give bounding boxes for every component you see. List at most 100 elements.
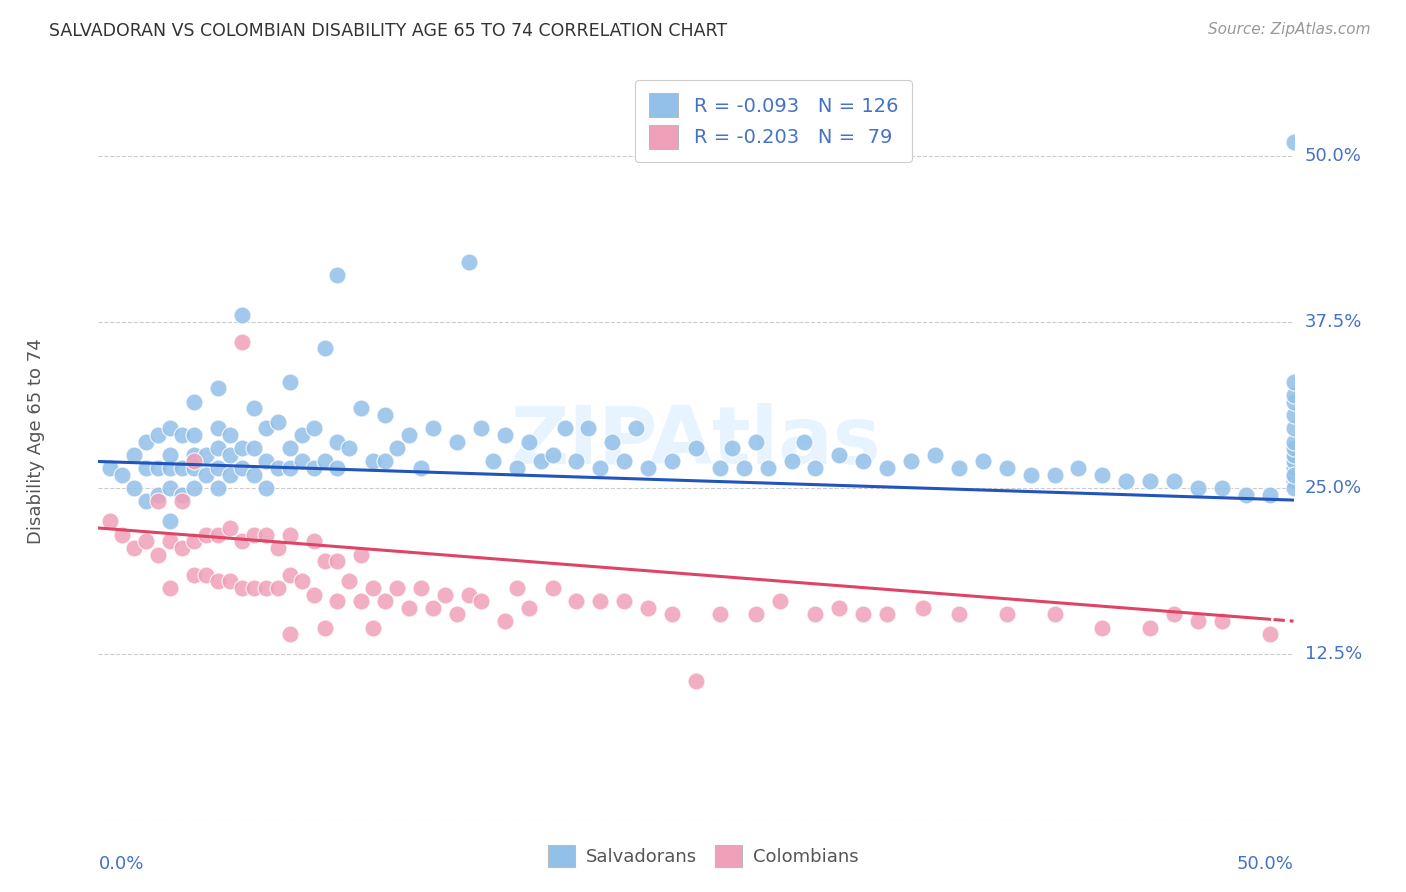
- Point: [1043, 467, 1066, 482]
- Point: [278, 567, 301, 582]
- Point: [219, 467, 242, 482]
- Point: [756, 461, 779, 475]
- Point: [326, 554, 349, 568]
- Point: [267, 415, 290, 429]
- Point: [565, 594, 588, 608]
- Point: [876, 607, 898, 622]
- Point: [1282, 421, 1305, 435]
- Point: [148, 548, 170, 562]
- Text: SALVADORAN VS COLOMBIAN DISABILITY AGE 65 TO 74 CORRELATION CHART: SALVADORAN VS COLOMBIAN DISABILITY AGE 6…: [49, 22, 727, 40]
- Point: [661, 454, 683, 468]
- Point: [1282, 467, 1305, 482]
- Point: [745, 434, 768, 449]
- Point: [243, 441, 266, 455]
- Point: [267, 461, 290, 475]
- Point: [1139, 621, 1161, 635]
- Point: [434, 587, 457, 601]
- Point: [195, 567, 218, 582]
- Point: [530, 454, 553, 468]
- Point: [172, 494, 194, 508]
- Point: [1234, 488, 1257, 502]
- Point: [243, 527, 266, 541]
- Point: [1091, 621, 1114, 635]
- Point: [517, 434, 540, 449]
- Point: [148, 488, 170, 502]
- Text: 12.5%: 12.5%: [1305, 646, 1362, 664]
- Point: [207, 421, 229, 435]
- Point: [231, 334, 253, 349]
- Point: [1019, 467, 1042, 482]
- Point: [685, 673, 707, 688]
- Point: [326, 268, 349, 283]
- Point: [995, 461, 1018, 475]
- Point: [278, 375, 301, 389]
- Point: [315, 621, 337, 635]
- Point: [1282, 461, 1305, 475]
- Point: [124, 448, 146, 462]
- Point: [278, 461, 301, 475]
- Point: [398, 428, 420, 442]
- Point: [363, 581, 385, 595]
- Text: Disability Age 65 to 74: Disability Age 65 to 74: [27, 339, 45, 544]
- Point: [613, 594, 636, 608]
- Point: [828, 600, 851, 615]
- Point: [231, 308, 253, 322]
- Point: [1067, 461, 1090, 475]
- Point: [494, 614, 516, 628]
- Point: [159, 581, 181, 595]
- Point: [302, 587, 325, 601]
- Point: [828, 448, 851, 462]
- Point: [159, 421, 181, 435]
- Point: [172, 488, 194, 502]
- Point: [374, 594, 396, 608]
- Point: [183, 428, 205, 442]
- Point: [876, 461, 898, 475]
- Point: [1091, 467, 1114, 482]
- Point: [470, 421, 492, 435]
- Point: [1282, 434, 1305, 449]
- Point: [148, 494, 170, 508]
- Point: [780, 454, 803, 468]
- Point: [135, 434, 157, 449]
- Point: [159, 461, 181, 475]
- Point: [231, 461, 253, 475]
- Point: [207, 527, 229, 541]
- Point: [302, 461, 325, 475]
- Point: [243, 581, 266, 595]
- Point: [339, 574, 361, 589]
- Point: [183, 534, 205, 549]
- Point: [1043, 607, 1066, 622]
- Text: ZIPAtlas: ZIPAtlas: [510, 402, 882, 481]
- Legend: R = -0.093   N = 126, R = -0.203   N =  79: R = -0.093 N = 126, R = -0.203 N = 79: [636, 79, 912, 162]
- Point: [207, 441, 229, 455]
- Point: [350, 548, 373, 562]
- Point: [172, 541, 194, 555]
- Point: [481, 454, 505, 468]
- Point: [470, 594, 492, 608]
- Legend: Salvadorans, Colombians: Salvadorans, Colombians: [540, 838, 866, 874]
- Point: [1163, 607, 1185, 622]
- Point: [374, 408, 396, 422]
- Point: [183, 454, 205, 468]
- Point: [183, 394, 205, 409]
- Point: [1258, 627, 1281, 641]
- Point: [148, 428, 170, 442]
- Point: [363, 621, 385, 635]
- Point: [458, 255, 481, 269]
- Point: [494, 428, 516, 442]
- Point: [1282, 467, 1305, 482]
- Point: [98, 514, 122, 528]
- Point: [422, 421, 444, 435]
- Point: [911, 600, 934, 615]
- Text: 50.0%: 50.0%: [1305, 146, 1361, 164]
- Point: [554, 421, 576, 435]
- Point: [1282, 408, 1305, 422]
- Point: [1282, 388, 1305, 402]
- Point: [278, 441, 301, 455]
- Point: [924, 448, 946, 462]
- Point: [159, 448, 181, 462]
- Point: [195, 467, 218, 482]
- Point: [948, 607, 970, 622]
- Point: [852, 607, 875, 622]
- Point: [804, 607, 827, 622]
